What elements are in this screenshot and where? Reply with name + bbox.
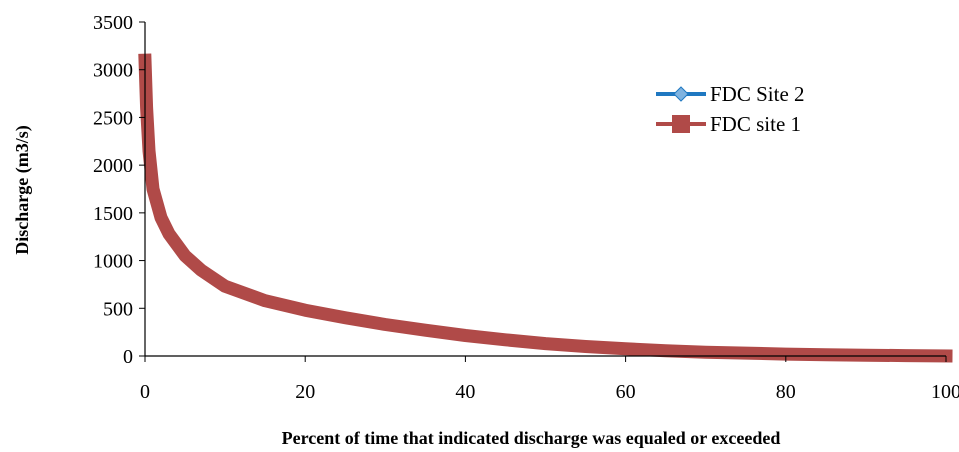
x-tick-label: 60 [616,381,636,403]
ticks: 0 500 1000 1500 2000 2500 3000 3500 0 20 40 60 80 100 [93,12,959,403]
x-tick-label: 0 [140,381,150,403]
y-tick-label: 2500 [93,107,133,129]
y-tick-label: 1500 [93,203,133,225]
y-tick-label: 500 [103,298,133,320]
x-axis-title: Percent of time that indicated discharge… [282,428,781,448]
y-axis-title: Discharge (m3/s) [12,125,33,254]
legend-label-1: FDC Site 2 [710,82,805,106]
legend-label-2: FDC site 1 [710,112,801,136]
legend-diamond-marker [673,86,689,102]
y-tick-label: 1000 [93,251,133,273]
plot-lines [138,53,953,363]
x-tick-label: 100 [931,381,959,403]
legend: FDC Site 2 FDC site 1 [656,82,805,136]
series-line-1 [140,55,951,361]
legend-square-marker [672,115,690,133]
axes [144,22,946,357]
y-tick-label: 3500 [93,12,133,34]
y-tick-label: 0 [123,346,133,368]
x-tick-label: 40 [455,381,475,403]
series-line-2 [138,53,953,363]
y-tick-label: 3000 [93,60,133,82]
x-tick-label: 20 [295,381,315,403]
y-tick-label: 2000 [93,155,133,177]
x-tick-label: 80 [776,381,796,403]
